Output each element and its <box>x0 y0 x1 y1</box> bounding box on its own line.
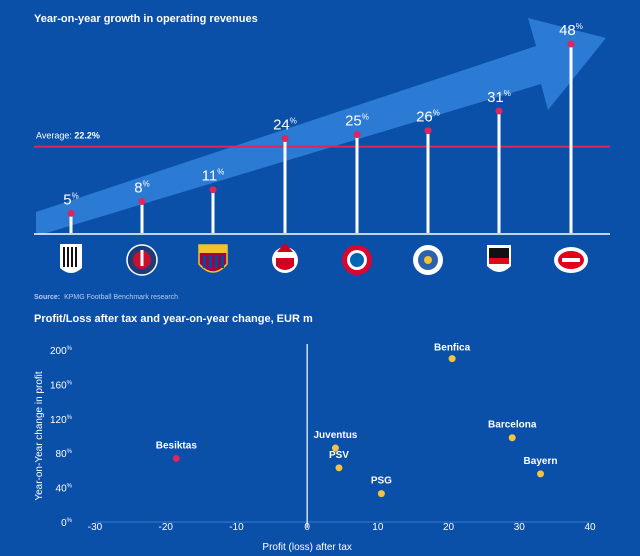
bayern-crest-icon <box>342 245 372 275</box>
scatter-point-label: Juventus <box>313 430 357 441</box>
growth-chart: Average: 22.2%5% 8% 11%24% 25% 26%31%48% <box>34 18 610 276</box>
scatter-point <box>448 355 456 363</box>
y-tick-label: 120% <box>50 415 73 426</box>
scatter-point-label: Bayern <box>524 456 558 467</box>
psv-band <box>562 258 580 262</box>
y-tick-label: 0% <box>61 518 73 529</box>
scatter-point-label: Benfica <box>434 343 471 354</box>
juventus-stripe <box>71 247 73 267</box>
x-tick-label: 40 <box>584 522 596 533</box>
barca-stripe <box>221 256 224 268</box>
psv-crest-icon <box>554 247 588 273</box>
barca-stripe <box>203 256 206 268</box>
x-tick-label: 20 <box>443 522 455 533</box>
barca-stripe <box>209 256 212 268</box>
growth-point <box>67 209 75 217</box>
besiktas-top <box>489 248 509 258</box>
scatter-chart-title: Profit/Loss after tax and year-on-year c… <box>34 313 313 325</box>
source-text: KPMG Football Benchmark research <box>64 294 179 301</box>
x-tick-label: 0 <box>304 522 310 533</box>
y-tick-label: 160% <box>50 380 73 391</box>
growth-chart-title: Year-on-year growth in operating revenue… <box>34 13 258 25</box>
scatter-point-label: PSG <box>371 476 392 487</box>
x-tick-label: 30 <box>514 522 526 533</box>
y-tick-label: 200% <box>50 346 73 357</box>
scatter-point <box>508 434 516 442</box>
x-tick-label: -30 <box>88 522 103 533</box>
barca-top <box>199 245 227 253</box>
average-label: Average: 22.2% <box>36 131 100 141</box>
y-tick-label: 80% <box>56 449 73 460</box>
juventus-stripe <box>63 247 65 267</box>
porto-crest-icon <box>413 245 443 275</box>
growth-point <box>353 131 361 139</box>
growth-point <box>209 186 217 194</box>
x-axis-label: Profit (loss) after tax <box>262 542 351 553</box>
juventus-stripe <box>67 247 69 267</box>
scatter-point <box>537 470 544 478</box>
psg-crest-icon <box>126 244 158 276</box>
scatter-point-label: PSV <box>329 450 349 461</box>
y-axis-label: Year-on-Year change in profit <box>34 371 45 501</box>
barca-stripe <box>215 256 218 268</box>
porto-center <box>424 256 432 264</box>
growth-arrow-icon <box>36 18 606 235</box>
benfica-shield <box>276 258 294 270</box>
scatter-point-label: Besiktas <box>156 440 198 451</box>
benfica-crest-icon <box>272 243 298 273</box>
growth-point <box>281 135 289 142</box>
scatter-point <box>331 444 339 452</box>
benfica-eagle <box>277 243 293 252</box>
psg-tower <box>140 250 144 266</box>
scatter-point <box>172 454 180 462</box>
source-note: Source: KPMG Football Benchmark research <box>34 294 178 301</box>
growth-point <box>495 107 503 115</box>
juventus-crest-icon <box>60 244 82 273</box>
growth-point <box>138 198 146 205</box>
barcelona-crest-icon <box>198 244 228 273</box>
scatter-point <box>335 464 343 472</box>
growth-point <box>567 40 575 48</box>
scatter-point <box>377 490 385 498</box>
x-tick-label: -20 <box>158 522 173 533</box>
growth-point <box>424 127 432 135</box>
y-tick-label: 40% <box>56 484 73 495</box>
juventus-stripe <box>75 247 77 267</box>
besiktas-band <box>489 258 509 264</box>
besiktas-crest-icon <box>487 245 511 272</box>
bayern-inner <box>350 253 364 267</box>
scatter-point-label: Barcelona <box>488 420 537 431</box>
source-label: Source: <box>34 294 61 301</box>
x-tick-label: -10 <box>229 522 244 533</box>
x-tick-label: 10 <box>372 522 384 533</box>
